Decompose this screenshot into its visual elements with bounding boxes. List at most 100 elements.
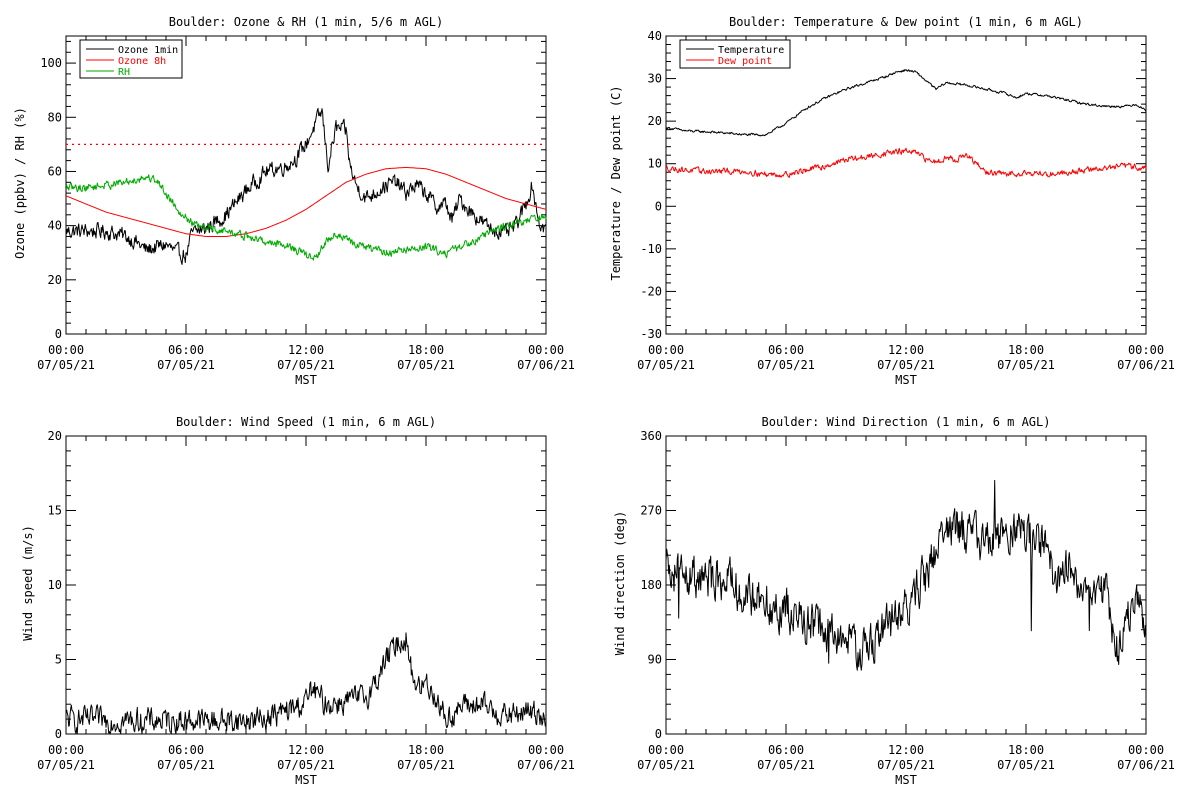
- x-axis-label: MST: [295, 373, 317, 387]
- x-tick-label-date: 07/06/21: [517, 758, 575, 772]
- x-tick-label-time: 12:00: [888, 343, 924, 357]
- y-axis-label: Wind speed (m/s): [21, 525, 35, 641]
- series-line-temperature: [665, 69, 1147, 137]
- x-tick-label-time: 00:00: [648, 743, 684, 757]
- y-tick-label: -20: [640, 284, 662, 298]
- x-tick-label-date: 07/05/21: [757, 758, 815, 772]
- axes: 09018027036000:0007/05/2106:0007/05/2112…: [637, 429, 1175, 772]
- y-tick-label: 80: [48, 110, 62, 124]
- wind-speed-chart: Boulder: Wind Speed (1 min, 6 m AGL) Win…: [21, 415, 575, 787]
- y-tick-label: 20: [648, 114, 662, 128]
- y-tick-label: -30: [640, 327, 662, 341]
- y-tick-label: 270: [640, 504, 662, 518]
- x-tick-label-date: 07/05/21: [637, 358, 695, 372]
- x-tick-label-date: 07/05/21: [757, 358, 815, 372]
- x-tick-label-date: 07/05/21: [637, 758, 695, 772]
- y-tick-label: 40: [648, 29, 662, 43]
- x-tick-label-time: 00:00: [1128, 743, 1164, 757]
- ozone-rh-chart: Boulder: Ozone & RH (1 min, 5/6 m AGL) O…: [13, 15, 575, 387]
- x-tick-label-date: 07/06/21: [1117, 758, 1175, 772]
- x-tick-label-time: 06:00: [768, 743, 804, 757]
- legend-label-dew-point: Dew point: [718, 56, 772, 67]
- x-tick-label-time: 12:00: [888, 743, 924, 757]
- legend-label-rh: RH: [118, 67, 130, 78]
- y-axis-label: Temperature / Dew point (C): [609, 85, 623, 280]
- legend-label-ozone-8h: Ozone 8h: [118, 56, 166, 67]
- y-tick-label: 40: [48, 219, 62, 233]
- y-tick-label: 360: [640, 429, 662, 443]
- x-tick-label-date: 07/06/21: [517, 358, 575, 372]
- x-tick-label-time: 18:00: [408, 743, 444, 757]
- y-tick-label: 100: [40, 56, 62, 70]
- x-tick-label-time: 00:00: [528, 743, 564, 757]
- x-tick-label-date: 07/05/21: [277, 758, 335, 772]
- series-line-rh: [65, 174, 547, 261]
- x-tick-label-time: 06:00: [168, 343, 204, 357]
- x-tick-label-time: 12:00: [288, 743, 324, 757]
- legend-label-ozone-1min: Ozone 1min: [118, 45, 178, 56]
- plot-frame: [665, 35, 1147, 335]
- chart-title: Boulder: Wind Direction (1 min, 6 m AGL): [762, 415, 1051, 429]
- x-tick-label-date: 07/05/21: [877, 358, 935, 372]
- y-tick-label: 5: [55, 653, 62, 667]
- temperature-dewpoint-chart: Boulder: Temperature & Dew point (1 min,…: [609, 15, 1175, 387]
- chart-title: Boulder: Temperature & Dew point (1 min,…: [729, 15, 1083, 29]
- x-tick-label-date: 07/05/21: [397, 758, 455, 772]
- y-tick-label: 0: [55, 327, 62, 341]
- y-tick-label: 180: [640, 578, 662, 592]
- y-tick-label: -10: [640, 242, 662, 256]
- x-tick-label-time: 00:00: [1128, 343, 1164, 357]
- x-axis-label: MST: [895, 373, 917, 387]
- series-line: [665, 479, 1147, 671]
- y-tick-label: 15: [48, 504, 62, 518]
- y-tick-label: 60: [48, 164, 62, 178]
- x-tick-label-date: 07/05/21: [277, 358, 335, 372]
- x-tick-label-date: 07/05/21: [37, 758, 95, 772]
- y-tick-label: 0: [655, 199, 662, 213]
- x-tick-label-date: 07/05/21: [877, 758, 935, 772]
- x-tick-label-date: 07/05/21: [157, 358, 215, 372]
- y-tick-label: 20: [48, 273, 62, 287]
- series-line-ozone-8h: [65, 166, 547, 237]
- x-tick-label-time: 00:00: [648, 343, 684, 357]
- x-tick-label-date: 07/05/21: [397, 358, 455, 372]
- y-tick-label: 90: [648, 653, 662, 667]
- y-tick-label: 0: [655, 727, 662, 741]
- series-line: [65, 632, 547, 735]
- legend: Temperature Dew point: [679, 39, 791, 69]
- x-tick-label-time: 18:00: [1008, 743, 1044, 757]
- x-tick-label-time: 18:00: [408, 343, 444, 357]
- legend-label-temperature: Temperature: [718, 45, 784, 56]
- series-line-ozone-1min: [65, 107, 547, 265]
- y-tick-label: 10: [648, 157, 662, 171]
- x-tick-label-time: 00:00: [48, 743, 84, 757]
- y-tick-label: 20: [48, 429, 62, 443]
- x-tick-label-time: 06:00: [168, 743, 204, 757]
- plot-area: [665, 69, 1147, 178]
- x-tick-label-date: 07/05/21: [997, 358, 1055, 372]
- x-tick-label-date: 07/06/21: [1117, 358, 1175, 372]
- plot-area: [65, 107, 547, 265]
- x-tick-label-date: 07/05/21: [157, 758, 215, 772]
- axes: 0510152000:0007/05/2106:0007/05/2112:000…: [37, 429, 575, 772]
- legend: Ozone 1min Ozone 8h RH: [79, 39, 183, 79]
- y-axis-label: Wind direction (deg): [613, 511, 627, 656]
- series-line-dew-point: [665, 147, 1147, 178]
- y-tick-label: 30: [648, 72, 662, 86]
- x-tick-label-time: 00:00: [528, 343, 564, 357]
- plot-area: [665, 479, 1147, 671]
- x-axis-label: MST: [295, 773, 317, 787]
- y-tick-label: 0: [55, 727, 62, 741]
- chart-title: Boulder: Wind Speed (1 min, 6 m AGL): [176, 415, 436, 429]
- legend-box: [679, 39, 791, 69]
- y-axis-label: Ozone (ppbv) / RH (%): [13, 107, 27, 259]
- wind-direction-chart: Boulder: Wind Direction (1 min, 6 m AGL)…: [613, 415, 1175, 787]
- chart-title: Boulder: Ozone & RH (1 min, 5/6 m AGL): [169, 15, 444, 29]
- axes: -30-20-1001020304000:0007/05/2106:0007/0…: [637, 29, 1175, 372]
- y-tick-label: 10: [48, 578, 62, 592]
- x-tick-label-time: 12:00: [288, 343, 324, 357]
- plot-area: [65, 632, 547, 735]
- x-tick-label-time: 06:00: [768, 343, 804, 357]
- x-tick-label-date: 07/05/21: [37, 358, 95, 372]
- axes: 02040608010000:0007/05/2106:0007/05/2112…: [37, 35, 575, 372]
